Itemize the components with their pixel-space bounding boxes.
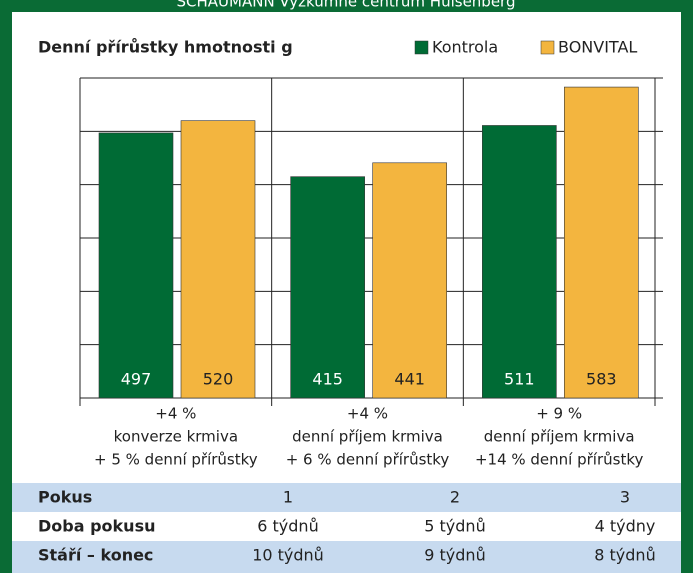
table-cell: 10 týdnů [252,546,324,565]
x-tick-label: + 5 % denní přírůstky [94,451,258,469]
bar [290,176,365,399]
value-label: 415 [312,370,343,389]
bar [180,120,256,399]
table-cell: 9 týdnů [424,546,485,565]
legend-swatch [414,40,429,55]
chart-title: Denní přírůstky hmotnosti g [38,38,293,57]
header: SCHAUMANN Výzkumné centrum Hülsenberg [177,0,516,11]
bar [564,86,639,399]
value-label: 583 [586,370,617,389]
table-row-bg [12,483,681,512]
table-cell: 6 týdnů [257,517,318,536]
legend-label: BONVITAL [558,38,637,57]
value-label: 511 [504,370,535,389]
x-tick-label: +4 % [347,405,388,423]
table-cell: 3 [620,488,630,507]
x-tick-label: konverze krmiva [114,428,238,446]
x-tick-label: + 6 % denní přírůstky [286,451,450,469]
row-header: Stáří – konec [38,546,153,565]
x-tick-label: +4 % [155,405,196,423]
table-cell: 5 týdnů [424,517,485,536]
value-label: 441 [394,370,425,389]
legend-label: Kontrola [432,38,498,57]
x-tick-label: denní příjem krmiva [484,428,635,446]
row-header: Doba pokusu [38,517,155,536]
table-cell: 2 [450,488,460,507]
value-label: 497 [121,370,152,389]
x-tick-label: +14 % denní přírůstky [475,451,644,469]
x-tick-label: denní příjem krmiva [292,428,443,446]
row-header: Pokus [38,488,92,507]
table-row-bg [12,541,681,573]
bar [482,125,557,399]
table-cell: 8 týdnů [594,546,655,565]
legend-swatch [540,40,555,55]
bar [98,132,174,399]
value-label: 520 [203,370,234,389]
table-cell: 4 týdny [595,517,656,536]
x-tick-label: + 9 % [536,405,582,423]
table-cell: 1 [283,488,293,507]
bar [372,162,447,399]
